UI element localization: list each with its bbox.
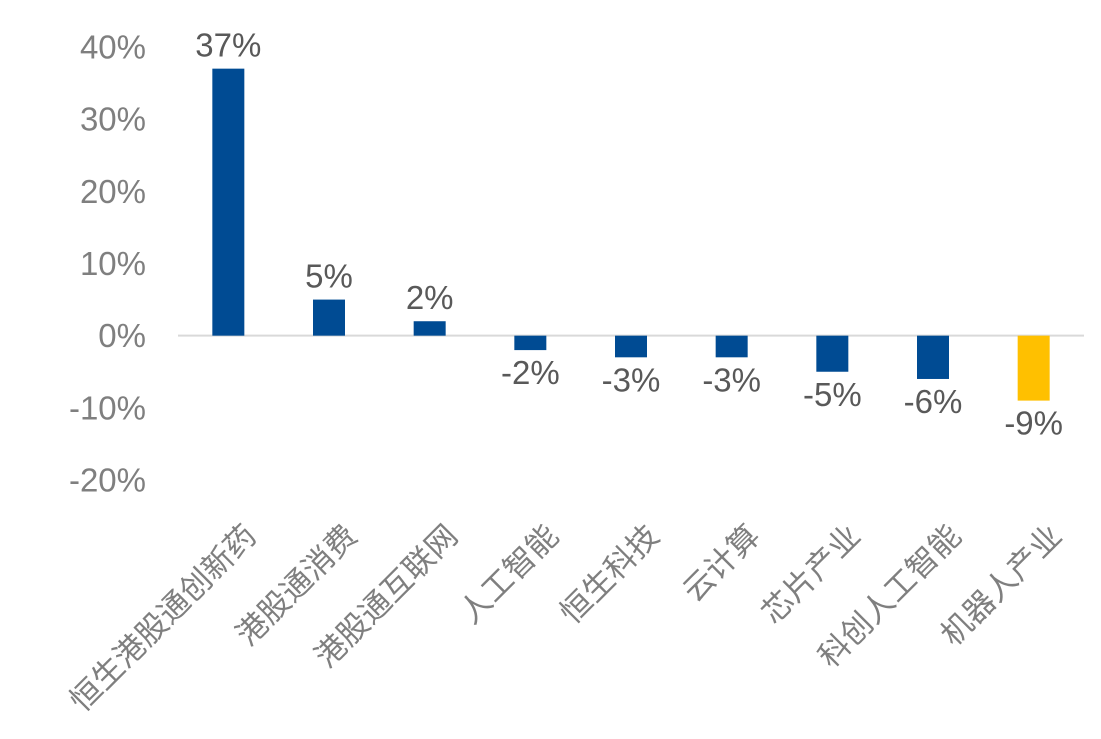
bar xyxy=(212,68,245,336)
bar xyxy=(413,321,446,336)
bar xyxy=(1017,335,1050,401)
y-tick-label: -10% xyxy=(69,389,146,426)
bars xyxy=(212,68,1050,401)
y-tick-label: 0% xyxy=(98,317,146,354)
bar xyxy=(514,335,547,351)
bar xyxy=(715,335,748,358)
y-tick-label: 40% xyxy=(80,29,146,66)
y-tick-label: 10% xyxy=(80,245,146,282)
y-tick-label: 30% xyxy=(80,101,146,138)
bar xyxy=(615,335,647,358)
data-label: -5% xyxy=(803,376,862,413)
data-labels: 37% 5% 2% -2% -3% -3% -5% -6% -9% xyxy=(195,27,1063,442)
data-label: -3% xyxy=(702,361,761,398)
category-label: 云计算 xyxy=(676,518,767,609)
category-label: 人工智能 xyxy=(453,518,566,631)
data-label: 5% xyxy=(305,258,353,295)
category-label: 恒生科技 xyxy=(553,518,666,631)
data-label: -2% xyxy=(501,354,560,391)
bar xyxy=(313,299,345,336)
data-label: -9% xyxy=(1004,405,1063,442)
bar xyxy=(917,335,949,379)
data-label: 2% xyxy=(406,279,454,316)
y-axis-ticks: 40% 30% 20% 10% 0% -10% -20% xyxy=(69,29,146,499)
y-tick-label: 20% xyxy=(80,173,146,210)
bar xyxy=(816,335,849,372)
data-label: 37% xyxy=(195,27,261,64)
y-tick-label: -20% xyxy=(69,462,146,499)
category-label: 恒生港股通创新药 xyxy=(63,518,264,719)
data-label: -3% xyxy=(602,361,661,398)
data-label: -6% xyxy=(904,383,963,420)
